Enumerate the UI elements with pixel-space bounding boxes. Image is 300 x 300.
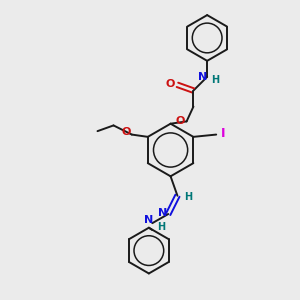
Text: H: H [211, 75, 219, 85]
Text: H: H [158, 222, 166, 232]
Text: I: I [221, 127, 225, 140]
Text: N: N [198, 72, 207, 82]
Text: N: N [158, 208, 167, 218]
Text: O: O [166, 79, 175, 89]
Text: O: O [175, 116, 184, 126]
Text: N: N [144, 215, 154, 225]
Text: H: H [184, 192, 192, 202]
Text: O: O [122, 127, 131, 137]
